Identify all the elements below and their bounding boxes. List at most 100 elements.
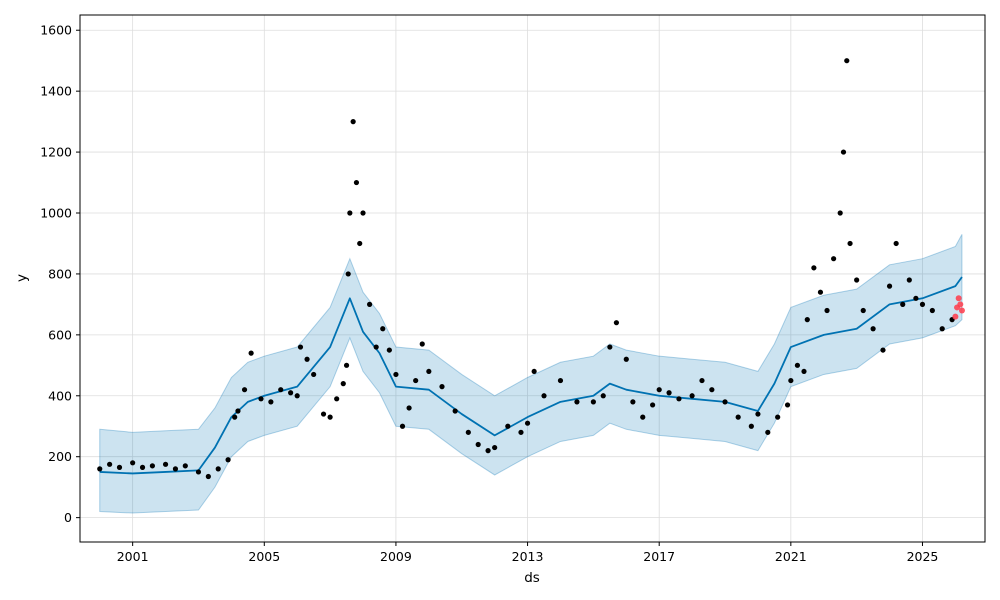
y-tick-label: 800 <box>48 266 72 281</box>
y-tick-label: 1200 <box>40 145 72 160</box>
observed-point <box>880 347 886 353</box>
x-axis: 2001 2005 2009 2013 2017 2021 2025 <box>117 542 939 564</box>
observed-point <box>844 58 850 64</box>
observed-point <box>406 405 412 411</box>
observed-point <box>225 457 231 463</box>
y-tick-label: 400 <box>48 388 72 403</box>
observed-point <box>343 362 350 368</box>
observed-point <box>735 414 741 420</box>
observed-point <box>258 396 264 402</box>
observed-point <box>870 326 876 332</box>
uncertainty-band <box>99 234 963 514</box>
observed-point <box>373 344 379 350</box>
observed-point <box>241 387 248 393</box>
observed-point <box>345 271 351 277</box>
recent-point <box>955 295 962 302</box>
observed-point <box>268 399 274 405</box>
observed-point <box>327 414 333 420</box>
grid-lines <box>80 15 985 542</box>
observed-point <box>139 464 146 470</box>
observed-point <box>452 408 458 414</box>
y-tick-label: 0 <box>64 510 72 525</box>
observed-point <box>380 326 386 332</box>
observed-point <box>182 463 188 469</box>
observed-point <box>847 240 853 247</box>
observed-point <box>630 399 636 405</box>
observed-point <box>748 423 754 429</box>
observed-point <box>130 460 136 466</box>
observed-point <box>232 414 238 420</box>
observed-point <box>600 393 606 399</box>
observed-point <box>399 423 406 429</box>
y-tick-label: 1400 <box>40 84 72 99</box>
observed-point <box>492 444 498 451</box>
observed-point <box>340 381 346 387</box>
recent-point <box>958 307 965 314</box>
observed-point <box>524 420 531 426</box>
observed-point <box>367 301 373 307</box>
observed-point <box>278 387 284 393</box>
y-tick-label: 200 <box>48 449 72 464</box>
observed-point <box>919 301 926 307</box>
observed-point <box>860 307 866 314</box>
observed-point <box>811 265 817 271</box>
observed-point <box>837 210 843 216</box>
observed-point <box>357 240 363 247</box>
recent-point <box>952 313 959 320</box>
observed-point <box>505 423 511 429</box>
observed-point <box>304 356 310 362</box>
y-tick-label: 600 <box>48 327 72 342</box>
observed-point <box>775 414 781 420</box>
observed-point <box>607 344 613 350</box>
observed-point <box>906 277 912 283</box>
x-tick-label: 2021 <box>775 549 807 564</box>
recent-point <box>957 301 964 308</box>
observed-point <box>334 396 340 402</box>
observed-point <box>623 356 629 362</box>
observed-point <box>824 307 830 314</box>
observed-point <box>465 429 471 435</box>
forecast-line <box>99 276 963 475</box>
observed-point <box>107 461 113 467</box>
observed-point <box>347 210 353 216</box>
observed-point <box>288 390 294 396</box>
observed-point <box>784 402 791 408</box>
observed-point <box>311 371 317 378</box>
y-tick-label: 1000 <box>40 206 72 221</box>
x-tick-label: 2025 <box>907 549 939 564</box>
observed-point <box>413 377 419 384</box>
observed-point <box>439 384 445 390</box>
observed-point <box>162 461 169 467</box>
observed-point <box>755 411 761 417</box>
observed-point <box>557 377 564 384</box>
y-tick-label: 1600 <box>40 23 72 38</box>
observed-point <box>929 307 935 314</box>
observed-point <box>913 295 919 301</box>
observed-point <box>531 368 537 375</box>
observed-point <box>485 448 491 454</box>
observed-point <box>541 393 547 399</box>
y-axis-label: y <box>14 274 30 282</box>
observed-point <box>817 289 824 295</box>
plot-frame <box>79 14 986 543</box>
observed-point <box>205 473 211 480</box>
observed-point <box>666 390 672 396</box>
observed-point <box>656 387 662 393</box>
observed-point <box>475 441 481 448</box>
observed-point <box>419 341 425 347</box>
observed-point <box>297 344 304 350</box>
observed-point <box>765 429 771 435</box>
observed-point <box>886 283 893 289</box>
uncertainty-band-area <box>99 234 963 514</box>
observed-point <box>393 371 399 378</box>
observed-point <box>149 463 155 469</box>
observed-point <box>386 347 392 353</box>
recent-points <box>952 295 965 320</box>
observed-point <box>650 402 656 408</box>
observed-points <box>97 58 955 480</box>
observed-point <box>831 256 837 262</box>
observed-point <box>248 350 254 356</box>
x-tick-label: 2009 <box>380 549 412 564</box>
